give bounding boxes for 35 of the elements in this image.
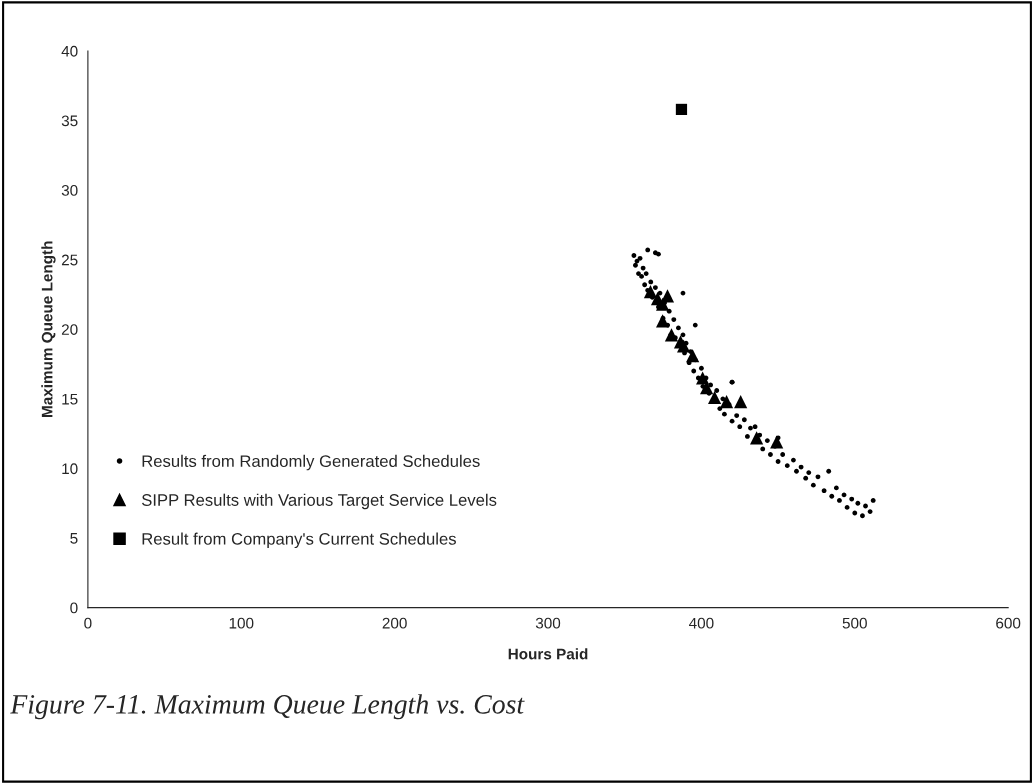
point	[734, 395, 748, 409]
point	[708, 390, 722, 405]
y-tick-label: 15	[62, 393, 78, 405]
x-tick-label: 0	[84, 617, 92, 629]
y-tick-label: 25	[61, 254, 78, 266]
point	[686, 349, 700, 363]
y-tick-label: 10	[62, 463, 78, 475]
y-tick-label: 20	[61, 324, 78, 335]
x-tick-label: 200	[382, 617, 407, 629]
legend-label: SIPP Results with Various Target Service Levels	[141, 493, 497, 510]
y-tick-label: 30	[61, 184, 78, 196]
point	[664, 328, 679, 342]
x-tick-label: 400	[689, 617, 714, 629]
point	[656, 297, 670, 311]
point	[770, 435, 784, 449]
point	[674, 102, 689, 117]
legend-label: Result from Company's Current Schedules	[142, 532, 456, 549]
x-axis-title: Hours Paid	[508, 648, 588, 660]
x-tick-label: 500	[842, 617, 867, 629]
y-axis-title: Maximum Queue Length	[41, 241, 56, 417]
point	[696, 371, 710, 385]
legend-label: Results from Randomly Generated Schedules	[142, 454, 480, 471]
point	[643, 285, 658, 299]
x-tick-label: 600	[996, 617, 1021, 629]
point	[719, 395, 734, 409]
y-tick-label: 0	[70, 602, 78, 614]
point	[656, 314, 670, 328]
y-tick-label: 5	[70, 533, 78, 544]
y-tick-label: 40	[61, 45, 78, 57]
point	[750, 431, 764, 445]
point	[677, 339, 691, 353]
x-tick-label: 100	[229, 617, 254, 629]
caption: Figure 7-11. Maximum Queue Length vs. Cost	[10, 694, 525, 720]
y-tick-label: 35	[61, 115, 78, 127]
x-tick-label: 300	[535, 617, 561, 629]
